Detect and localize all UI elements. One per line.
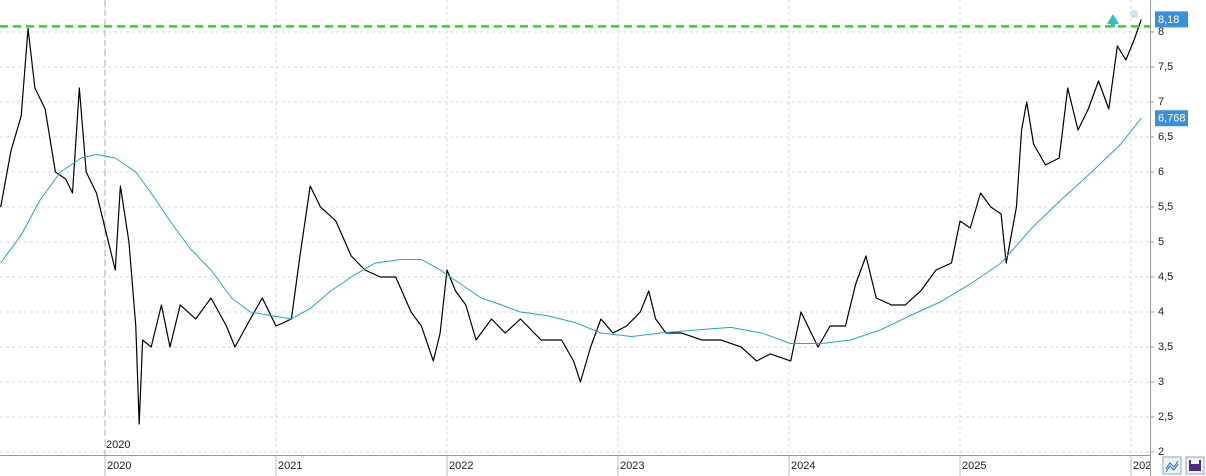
y-tick-label: 3,5 (1158, 341, 1173, 353)
series-line (0, 19, 1142, 425)
x-tick-label: 2020 (107, 460, 131, 472)
chart-type-button[interactable] (1162, 456, 1182, 475)
y-tick-label: 8 (1158, 26, 1164, 38)
y-tick-label: 3 (1158, 376, 1164, 388)
x-tick-label: 2024 (791, 460, 815, 472)
x-tick-label: 2022 (449, 460, 473, 472)
y-tick-label: 6,5 (1158, 131, 1173, 143)
y-tick-label: 4 (1158, 306, 1164, 318)
y-tick-label: 5 (1158, 236, 1164, 248)
series-line (0, 117, 1142, 344)
x-tick-label: 2023 (620, 460, 644, 472)
marker-icon (1130, 10, 1138, 18)
y-tick-label: 2 (1158, 446, 1164, 458)
y-tick-label: 4,5 (1158, 271, 1173, 283)
y-tick-label: 2,5 (1158, 411, 1173, 423)
y-tick-label: 7 (1158, 96, 1164, 108)
y-tick-label: 5,5 (1158, 201, 1173, 213)
x-tick-label: 2025 (962, 460, 986, 472)
last-value-label: 6,768 (1158, 113, 1186, 125)
last-value-box (1155, 110, 1188, 127)
x-tick-label: 2026 (1133, 460, 1157, 472)
last-value-label: 8,18 (1158, 14, 1179, 26)
x-tick-label: 2021 (278, 460, 302, 472)
y-tick-label: 6 (1158, 166, 1164, 178)
up-arrow-icon (1107, 14, 1119, 27)
save-button[interactable] (1185, 456, 1205, 475)
y-tick-label: 7,5 (1158, 61, 1173, 73)
last-value-box (1155, 11, 1188, 28)
annotation-label: 2020 (106, 439, 130, 451)
